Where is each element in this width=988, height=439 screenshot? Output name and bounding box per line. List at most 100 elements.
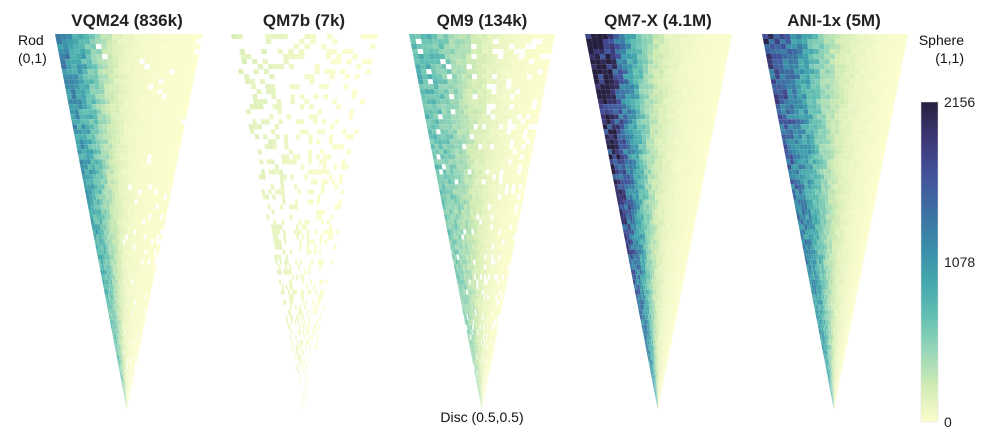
heatmap-cell — [120, 334, 123, 340]
heatmap-cell — [85, 124, 91, 130]
heatmap-cell — [134, 49, 140, 55]
heatmap-cell — [457, 174, 462, 180]
heatmap-cell — [127, 299, 130, 305]
heatmap-cell — [460, 54, 467, 60]
heatmap-cell — [304, 304, 306, 310]
heatmap-cell — [152, 199, 157, 205]
heatmap-cell — [290, 299, 294, 305]
heatmap-cell — [114, 304, 117, 310]
heatmap-cell — [669, 34, 676, 40]
heatmap-cell — [486, 349, 488, 355]
heatmap-cell — [137, 294, 140, 300]
heatmap-cell — [146, 229, 150, 235]
heatmap-cell — [82, 159, 88, 165]
heatmap-cell — [121, 349, 124, 355]
heatmap-cell — [488, 359, 491, 365]
heatmap-cell — [106, 44, 113, 50]
heatmap-cell — [685, 104, 691, 110]
heatmap-cell — [702, 109, 709, 115]
heatmap-cell — [506, 269, 510, 275]
heatmap-cell — [482, 404, 483, 410]
heatmap-cell — [100, 244, 104, 250]
heatmap-cell — [313, 249, 317, 255]
heatmap-cell — [143, 154, 148, 160]
heatmap-cell — [112, 154, 117, 160]
heatmap-cell — [163, 74, 170, 80]
heatmap-cell — [288, 149, 293, 155]
heatmap-cell — [459, 199, 464, 205]
heatmap-cell — [131, 269, 135, 275]
heatmap-cell — [308, 149, 313, 155]
heatmap-cell — [478, 154, 482, 160]
heatmap-cell — [482, 379, 483, 385]
heatmap-cell — [654, 139, 659, 145]
heatmap-cell — [614, 164, 619, 170]
heatmap-cell — [319, 279, 322, 285]
heatmap-cell — [523, 174, 528, 180]
heatmap-cell — [451, 224, 456, 230]
heatmap-cell — [121, 194, 125, 200]
heatmap-cell — [138, 94, 144, 100]
heatmap-cell — [94, 34, 101, 40]
heatmap-cell — [470, 144, 475, 150]
heatmap-cell — [314, 229, 318, 235]
heatmap-cell — [463, 94, 469, 100]
heatmap-cell — [277, 109, 283, 115]
heatmap-cell — [691, 44, 698, 50]
heatmap-cell — [690, 104, 696, 110]
heatmap-cell — [111, 34, 118, 40]
heatmap-cell — [662, 139, 667, 145]
heatmap-cell — [119, 364, 122, 370]
heatmap-cell — [464, 169, 468, 175]
heatmap-cell — [124, 394, 126, 400]
heatmap-cell — [116, 159, 121, 165]
heatmap-cell — [302, 329, 305, 335]
heatmap-cell — [479, 329, 481, 335]
heatmap-cell — [431, 104, 438, 110]
heatmap-cell — [665, 169, 670, 175]
heatmap-cell — [478, 159, 482, 165]
heatmap-cell — [605, 119, 612, 125]
heatmap-cell — [133, 269, 137, 275]
heatmap-cell — [137, 279, 140, 285]
heatmap-cell — [446, 144, 451, 150]
heatmap-cell — [486, 79, 492, 85]
heatmap-cell — [435, 169, 440, 175]
heatmap-cell — [270, 184, 275, 190]
heatmap-cell — [85, 154, 91, 160]
heatmap-cell — [103, 229, 107, 235]
heatmap-cell — [331, 49, 338, 55]
heatmap-cell — [69, 84, 76, 90]
heatmap-cell — [154, 244, 158, 250]
heatmap-cell — [116, 289, 119, 295]
heatmap-cell — [489, 159, 494, 165]
heatmap-cell — [96, 179, 101, 185]
heatmap-cell — [307, 169, 312, 175]
heatmap-cell — [490, 209, 494, 215]
heatmap-cell — [139, 329, 142, 335]
heatmap-cell — [115, 329, 118, 335]
heatmap-cell — [107, 299, 111, 305]
heatmap-cell — [483, 379, 485, 385]
heatmap-cell — [489, 324, 491, 330]
heatmap-cell — [512, 219, 517, 225]
heatmap-cell — [154, 229, 159, 235]
heatmap-cell — [474, 314, 477, 320]
heatmap-cell — [438, 84, 444, 90]
heatmap-cell — [627, 119, 633, 125]
heatmap-cell — [471, 354, 474, 360]
heatmap-cell — [94, 129, 100, 135]
heatmap-cell — [653, 104, 659, 110]
heatmap-cell — [428, 54, 435, 60]
heatmap-cell — [106, 284, 110, 290]
heatmap-cell — [156, 244, 161, 250]
heatmap-cell — [107, 184, 112, 190]
heatmap-cell — [99, 169, 104, 175]
heatmap-cell — [130, 249, 133, 255]
heatmap-cell — [638, 84, 644, 90]
heatmap-cell — [699, 104, 705, 110]
heatmap-cell — [149, 249, 153, 255]
heatmap-cell — [123, 379, 125, 385]
heatmap-cell — [113, 79, 119, 85]
heatmap-cell — [489, 334, 491, 340]
